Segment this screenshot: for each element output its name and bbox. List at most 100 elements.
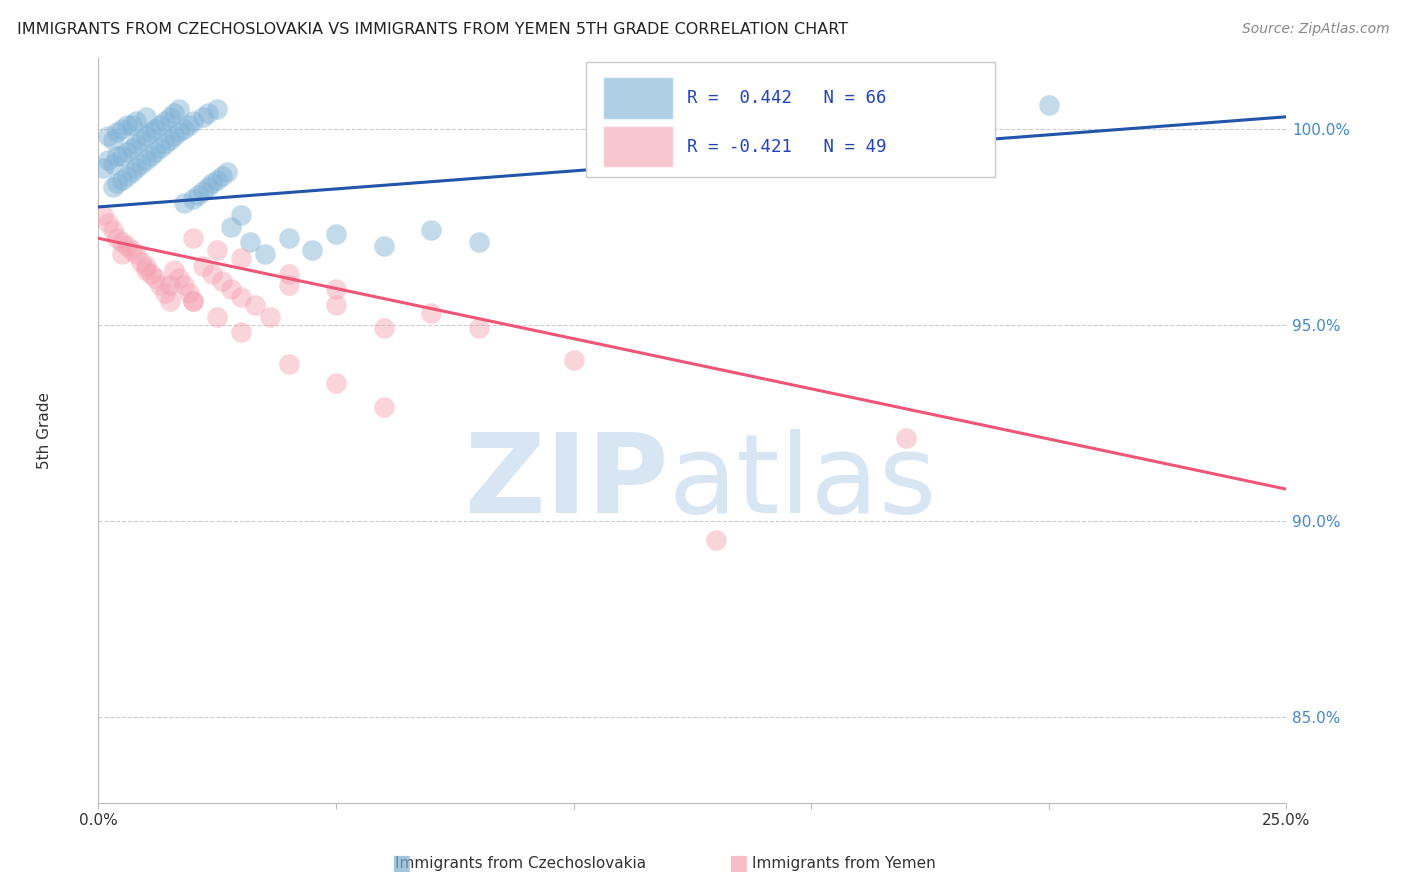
Point [221,219,243,234]
Point [183,113,205,128]
Point [187,188,209,202]
Point [420,306,443,320]
Point [1038,98,1060,112]
Point [183,293,205,308]
Point [167,270,190,285]
Point [97,216,120,230]
Point [373,239,395,253]
Point [183,231,205,245]
Point [139,126,162,140]
Point [107,231,129,245]
Point [191,184,214,198]
Text: atlas: atlas [669,429,938,536]
Point [229,208,252,222]
Point [325,282,347,296]
Point [173,196,195,211]
Point [101,157,124,171]
FancyBboxPatch shape [603,78,673,119]
Text: Immigrants from Yemen: Immigrants from Yemen [752,856,935,871]
Point [153,137,176,152]
FancyBboxPatch shape [603,126,673,168]
Point [277,231,299,245]
Point [197,180,219,194]
Point [177,286,200,301]
Point [149,141,172,155]
Point [207,102,229,116]
Point [229,326,252,340]
Text: ■: ■ [728,854,748,873]
Text: R =  0.442   N = 66: R = 0.442 N = 66 [686,89,886,107]
Point [129,157,152,171]
Point [197,106,219,120]
Point [121,141,143,155]
Point [163,106,186,120]
Point [91,208,114,222]
Point [97,153,120,167]
Point [145,145,167,159]
Text: ■: ■ [391,854,411,873]
Point [125,137,148,152]
Point [253,247,276,261]
Point [201,267,224,281]
Point [111,172,134,186]
Point [125,113,148,128]
Point [115,239,138,253]
Point [125,247,148,261]
Point [277,278,299,293]
Point [135,110,157,124]
Point [167,102,190,116]
Point [115,145,138,159]
Point [183,293,205,308]
Point [167,126,190,140]
Point [159,278,181,293]
Point [111,121,134,136]
Point [301,243,323,257]
Point [111,247,134,261]
Point [159,133,181,147]
Point [163,262,186,277]
Point [101,223,124,237]
Point [277,357,299,371]
Point [115,118,138,132]
Point [373,321,395,335]
Point [325,376,347,391]
Point [121,164,143,178]
Text: Immigrants from Czechoslovakia: Immigrants from Czechoslovakia [395,856,645,871]
Point [135,129,157,144]
Point [207,310,229,324]
Point [159,110,181,124]
Point [121,118,143,132]
Point [163,129,186,144]
Point [129,133,152,147]
Point [325,227,347,242]
Point [373,400,395,414]
Text: IMMIGRANTS FROM CZECHOSLOVAKIA VS IMMIGRANTS FROM YEMEN 5TH GRADE CORRELATION CH: IMMIGRANTS FROM CZECHOSLOVAKIA VS IMMIGR… [17,22,848,37]
Point [239,235,262,250]
Point [115,169,138,183]
Point [107,149,129,163]
Point [129,255,152,269]
Text: R = -0.421   N = 49: R = -0.421 N = 49 [686,137,886,155]
Point [191,259,214,273]
Point [97,129,120,144]
Point [896,431,918,445]
Point [125,161,148,175]
Point [229,251,252,265]
Point [149,278,172,293]
Point [153,113,176,128]
Point [111,149,134,163]
FancyBboxPatch shape [585,62,995,178]
Point [139,267,162,281]
Point [145,270,167,285]
Point [467,235,489,250]
Point [111,235,134,250]
Point [173,278,195,293]
Point [215,164,238,178]
Point [135,262,157,277]
Point [245,298,267,312]
Point [135,259,157,273]
Point [211,275,233,289]
Point [145,121,167,136]
Point [121,243,143,257]
Point [207,243,229,257]
